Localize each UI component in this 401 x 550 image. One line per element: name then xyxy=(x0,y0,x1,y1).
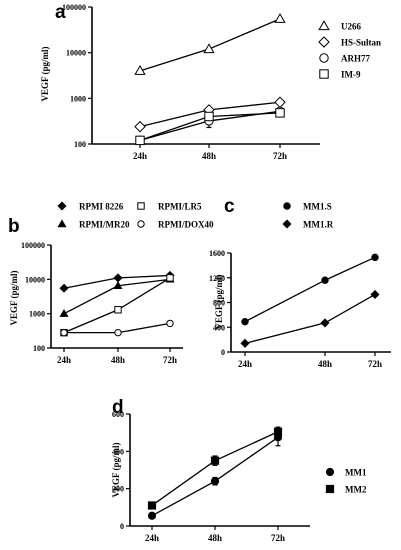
panel-b: b 100 1000 10000 100000 24h 48h 72h VEGF (pg/ml)… xyxy=(8,201,214,365)
data-point-im-9 xyxy=(275,108,285,118)
y-tick-label: 1000 xyxy=(29,310,45,319)
legend-marker xyxy=(318,36,330,48)
panel-letter-a: a xyxy=(55,2,66,23)
series-line-u266 xyxy=(139,18,281,72)
data-point-rpmi-dox40 xyxy=(166,319,174,328)
legend-marker xyxy=(137,202,145,210)
y-tick-label: 100000 xyxy=(21,241,45,250)
legend-marker xyxy=(137,220,145,228)
panel-d: d 0 200 400 600 24h 48h 72h VEGF (pg/ml) MM1 MM2 xyxy=(111,397,367,543)
x-tick-label: 48h xyxy=(111,355,125,365)
y-tick-label: 1200 xyxy=(209,274,225,283)
data-point-mm1-r xyxy=(370,289,380,300)
y-tick-label: 400 xyxy=(213,323,225,332)
y-tick-label: 10000 xyxy=(66,49,86,58)
x-tick-label: 72h xyxy=(271,533,285,543)
y-tick-label: 1000 xyxy=(70,94,86,103)
legend-label: HS-Sultan xyxy=(341,38,381,48)
y-axis-label: VEGF (pg/ml) xyxy=(214,275,224,330)
panel-c: c 0 400 800 1200 1600 24h 48h 72h VEGF (pg/ml) MM1… xyxy=(209,196,391,369)
x-tick-label: 24h xyxy=(145,533,159,543)
legend-label: MM2 xyxy=(345,485,367,495)
y-axis-label: VEGF (pg/ml) xyxy=(9,271,19,326)
data-point-mm1-r xyxy=(240,338,250,348)
data-point-mm2 xyxy=(147,501,157,510)
data-point-rpmi-lr5 xyxy=(114,306,122,314)
data-point-hs-sultan xyxy=(134,120,146,133)
y-axis-label: VEGF (pg/ml) xyxy=(111,443,121,498)
y-tick-label: 0 xyxy=(120,522,124,531)
legend-label: IM-9 xyxy=(341,70,361,80)
data-point-rpmi-8226 xyxy=(59,283,69,293)
data-point-im-9 xyxy=(135,135,145,146)
legend-label: RPMI 8226 xyxy=(79,202,124,212)
data-point-rpmi-dox40 xyxy=(60,328,68,337)
legend-label: RPMI/LR5 xyxy=(158,202,202,212)
x-tick-label: 48h xyxy=(318,359,332,369)
data-point-mm1-s xyxy=(321,276,329,284)
data-point-mm2 xyxy=(210,456,220,465)
data-point-mm1 xyxy=(147,511,157,520)
y-tick-label: 400 xyxy=(112,447,124,456)
legend-marker xyxy=(57,219,67,228)
x-tick-label: 72h xyxy=(368,359,382,369)
x-tick-label: 24h xyxy=(133,151,147,161)
data-point-rpmi-mr20 xyxy=(113,281,123,289)
data-point-mm1 xyxy=(210,477,220,486)
panel-letter-b: b xyxy=(8,216,20,237)
series-line-mm1-r xyxy=(244,293,376,344)
data-point-rpmi-lr5 xyxy=(166,274,174,282)
y-tick-label: 0 xyxy=(221,348,225,357)
data-point-mm1-r xyxy=(320,318,330,328)
series-line-mm1 xyxy=(151,436,279,517)
y-tick-label: 100000 xyxy=(62,3,86,12)
legend-marker xyxy=(325,467,335,477)
legend-marker xyxy=(57,201,67,211)
legend-label: MM1 xyxy=(345,468,367,478)
legend-label: ARH77 xyxy=(341,54,370,64)
legend-label: RPMI/DOX40 xyxy=(158,220,214,230)
legend-marker xyxy=(318,20,330,31)
panel-a: a 100 1000 10000 100000 24h 48h 72h VEGF (pg/ml)… xyxy=(40,2,381,161)
series-line-mm2 xyxy=(151,431,279,506)
legend-label: MM1.S xyxy=(303,202,332,212)
data-point-im-9 xyxy=(204,111,214,122)
series-line-mm1-s xyxy=(244,256,376,323)
legend-marker xyxy=(319,53,329,63)
y-axis-label: VEGF (pg/ml) xyxy=(40,47,50,102)
x-tick-label: 48h xyxy=(202,151,216,161)
x-tick-label: 24h xyxy=(57,355,71,365)
y-tick-label: 800 xyxy=(213,299,225,308)
data-point-rpmi-dox40 xyxy=(114,328,122,337)
legend-marker xyxy=(319,69,329,79)
x-tick-label: 72h xyxy=(163,355,177,365)
y-tick-label: 100 xyxy=(33,344,45,353)
x-tick-label: 24h xyxy=(238,359,252,369)
data-point-u266 xyxy=(274,13,286,23)
legend-marker xyxy=(325,484,335,494)
legend-marker xyxy=(282,219,292,229)
y-tick-label: 200 xyxy=(112,485,124,494)
y-tick-label: 10000 xyxy=(25,275,45,284)
x-tick-label: 72h xyxy=(273,151,287,161)
y-tick-label: 1600 xyxy=(209,249,225,258)
data-point-mm1-s xyxy=(371,253,379,262)
panel-letter-c: c xyxy=(224,196,235,217)
legend-marker xyxy=(283,202,291,210)
data-point-hs-sultan xyxy=(274,96,286,109)
legend-label: RPMI/MR20 xyxy=(79,220,130,230)
legend-label: U266 xyxy=(341,22,361,32)
data-point-rpmi-8226 xyxy=(113,273,123,283)
data-point-u266 xyxy=(203,43,215,54)
y-tick-label: 600 xyxy=(112,410,124,419)
x-tick-label: 48h xyxy=(208,533,222,543)
y-tick-label: 100 xyxy=(74,140,86,149)
data-point-u266 xyxy=(134,65,146,75)
legend-label: MM1.R xyxy=(303,220,334,230)
panel-letter-d: d xyxy=(112,397,124,418)
data-point-rpmi-mr20 xyxy=(59,308,69,317)
data-point-mm1-s xyxy=(241,317,249,326)
data-point-mm2 xyxy=(273,427,283,436)
